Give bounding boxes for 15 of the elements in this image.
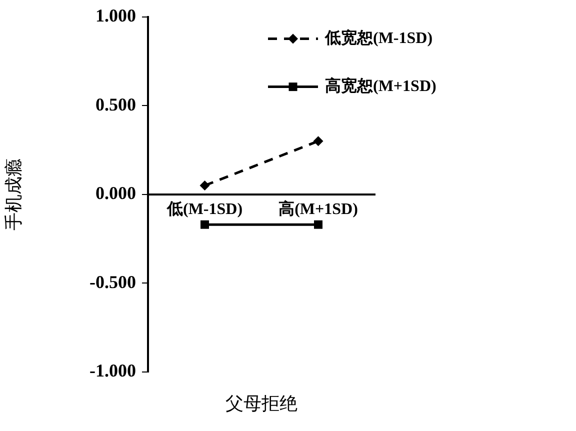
x-tick-label: 高(M+1SD)	[278, 199, 358, 218]
legend-label: 高宽恕(M+1SD)	[325, 76, 436, 95]
y-tick-label: 1.000	[96, 5, 136, 26]
point	[200, 220, 209, 229]
legend-label: 低宽恕(M-1SD)	[324, 28, 433, 47]
y-axis-title: 手机成瘾	[4, 158, 24, 230]
y-tick-label: -0.500	[90, 272, 136, 292]
y-tick-label: 0.000	[96, 183, 136, 204]
point	[314, 220, 322, 229]
y-tick-label: 0.500	[96, 94, 136, 114]
x-tick-label: 低(M-1SD)	[166, 200, 243, 218]
x-axis-title: 父母拒绝	[226, 394, 298, 414]
point	[313, 136, 324, 146]
point	[200, 180, 210, 191]
y-tick-label: -1.000	[90, 360, 136, 381]
